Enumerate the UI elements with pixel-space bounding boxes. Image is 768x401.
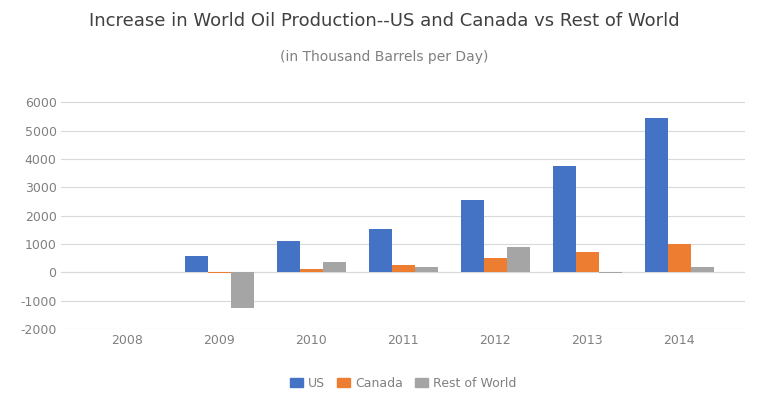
Bar <box>184 256 207 272</box>
Bar <box>645 118 668 272</box>
Bar <box>691 267 714 272</box>
Bar <box>207 272 230 273</box>
Bar <box>369 229 392 272</box>
Bar <box>553 166 576 272</box>
Bar <box>507 247 530 272</box>
Bar <box>392 265 415 272</box>
Text: Increase in World Oil Production--US and Canada vs Rest of World: Increase in World Oil Production--US and… <box>88 12 680 30</box>
Bar <box>230 272 253 308</box>
Bar <box>599 272 622 273</box>
Bar <box>323 262 346 272</box>
Bar <box>276 241 300 272</box>
Legend: US, Canada, Rest of World: US, Canada, Rest of World <box>285 372 521 395</box>
Bar <box>300 269 323 272</box>
Text: (in Thousand Barrels per Day): (in Thousand Barrels per Day) <box>280 50 488 64</box>
Bar <box>576 252 599 272</box>
Bar <box>461 200 484 272</box>
Bar <box>484 258 507 272</box>
Bar <box>415 267 438 272</box>
Bar <box>668 244 691 272</box>
